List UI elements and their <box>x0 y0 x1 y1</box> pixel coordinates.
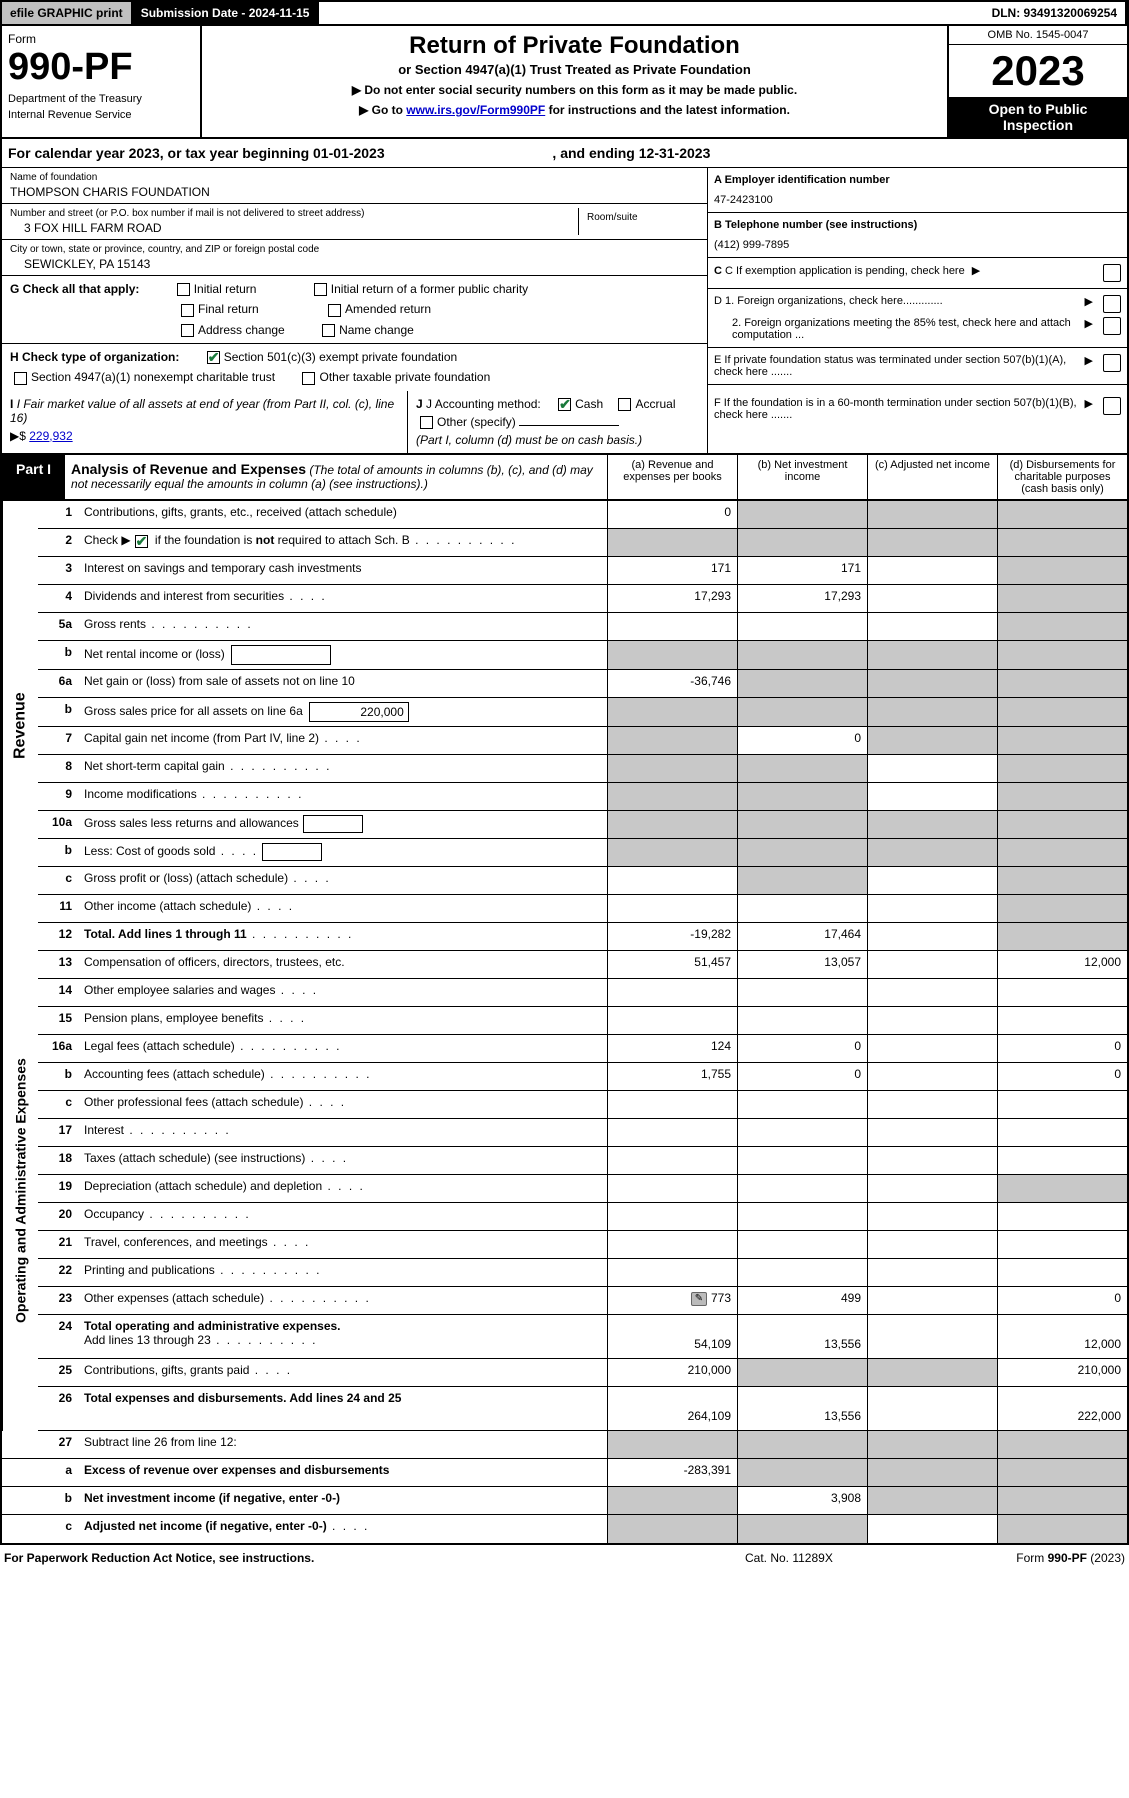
form-number: 990-PF <box>8 46 194 89</box>
col-c-header: (c) Adjusted net income <box>867 455 997 499</box>
ein-label: A Employer identification number <box>714 174 1121 186</box>
final-return-cb[interactable] <box>181 304 194 317</box>
i-fmv-label: I I Fair market value of all assets at e… <box>10 397 399 425</box>
revenue-side-label: Revenue <box>2 501 38 951</box>
omb-number: OMB No. 1545-0047 <box>949 26 1127 45</box>
part1-title: Analysis of Revenue and Expenses <box>71 461 306 477</box>
d2-85pct: 2. Foreign organizations meeting the 85%… <box>714 317 1081 341</box>
501c3-cb[interactable] <box>207 351 220 364</box>
col-b-header: (b) Net investment income <box>737 455 867 499</box>
fmv-value[interactable]: 229,932 <box>29 429 72 443</box>
cash-cb[interactable] <box>558 398 571 411</box>
j-accounting: J J Accounting method: Cash Accrual <box>416 397 699 411</box>
foundation-name-label: Name of foundation <box>10 172 699 183</box>
city-state-zip: SEWICKLEY, PA 15143 <box>10 257 699 271</box>
former-public-cb[interactable] <box>314 283 327 296</box>
4947a1-cb[interactable] <box>14 372 27 385</box>
other-taxable-cb[interactable] <box>302 372 315 385</box>
d2-checkbox[interactable] <box>1103 317 1121 335</box>
irs-link[interactable]: www.irs.gov/Form990PF <box>406 103 545 117</box>
main-table: Revenue 1Contributions, gifts, grants, e… <box>0 501 1129 1545</box>
f-60month: F If the foundation is in a 60-month ter… <box>714 397 1081 421</box>
city-label: City or town, state or province, country… <box>10 244 699 255</box>
form-ref: Form 990-PF (2023) <box>945 1551 1125 1565</box>
tax-year: 2023 <box>949 45 1127 97</box>
g-check-row: G Check all that apply: Initial return I… <box>2 276 707 344</box>
expenses-side-label: Operating and Administrative Expenses <box>2 951 38 1431</box>
paperwork-notice: For Paperwork Reduction Act Notice, see … <box>4 1551 745 1565</box>
e-terminated: E If private foundation status was termi… <box>714 354 1081 378</box>
tel-label: B Telephone number (see instructions) <box>714 219 1121 231</box>
initial-return-cb[interactable] <box>177 283 190 296</box>
h-check-row: H Check type of organization: Section 50… <box>2 344 707 391</box>
address-change-cb[interactable] <box>181 324 194 337</box>
col-d-header: (d) Disbursements for charitable purpose… <box>997 455 1127 499</box>
room-label: Room/suite <box>587 212 691 223</box>
footer: For Paperwork Reduction Act Notice, see … <box>0 1545 1129 1571</box>
ssn-warning: ▶ Do not enter social security numbers o… <box>208 83 941 97</box>
part1-label: Part I <box>2 455 65 499</box>
col-a-header: (a) Revenue and expenses per books <box>607 455 737 499</box>
j-note: (Part I, column (d) must be on cash basi… <box>416 433 699 447</box>
irs-label: Internal Revenue Service <box>8 109 194 121</box>
other-method-cb[interactable] <box>420 416 433 429</box>
street-address: 3 FOX HILL FARM ROAD <box>10 221 578 235</box>
cat-no: Cat. No. 11289X <box>745 1551 945 1565</box>
submission-date: Submission Date - 2024-11-15 <box>133 2 320 24</box>
part1-header: Part I Analysis of Revenue and Expenses … <box>0 454 1129 501</box>
name-change-cb[interactable] <box>322 324 335 337</box>
top-bar: efile GRAPHIC print Submission Date - 20… <box>0 0 1129 26</box>
efile-label[interactable]: efile GRAPHIC print <box>2 2 133 24</box>
gross-sales-box-10a[interactable] <box>303 815 363 833</box>
form-header: Form 990-PF Department of the Treasury I… <box>0 26 1129 139</box>
open-public: Open to Public Inspection <box>949 97 1127 137</box>
amended-return-cb[interactable] <box>328 304 341 317</box>
dept-treasury: Department of the Treasury <box>8 93 194 105</box>
cogs-box[interactable] <box>262 843 322 861</box>
tel-value: (412) 999-7895 <box>714 239 1121 251</box>
gross-sales-box[interactable]: 220,000 <box>309 702 409 722</box>
d1-checkbox[interactable] <box>1103 295 1121 313</box>
form-title: Return of Private Foundation <box>208 32 941 60</box>
ein-value: 47-2423100 <box>714 194 1121 206</box>
hij-row: I I Fair market value of all assets at e… <box>0 391 1129 455</box>
e-checkbox[interactable] <box>1103 354 1121 372</box>
info-box: Name of foundation THOMPSON CHARIS FOUND… <box>0 168 1129 391</box>
calendar-year-line: For calendar year 2023, or tax year begi… <box>0 139 1129 168</box>
form-subtitle: or Section 4947(a)(1) Trust Treated as P… <box>208 62 941 77</box>
attachment-icon[interactable]: ✎ <box>691 1292 707 1306</box>
c-checkbox[interactable] <box>1103 264 1121 282</box>
accrual-cb[interactable] <box>618 398 631 411</box>
dln: DLN: 93491320069254 <box>984 2 1127 24</box>
schb-cb[interactable] <box>135 535 148 548</box>
c-exemption: C C If exemption application is pending,… <box>714 264 1097 277</box>
rental-income-box[interactable] <box>231 645 331 665</box>
goto-instructions: ▶ Go to www.irs.gov/Form990PF for instru… <box>208 103 941 117</box>
form-label: Form <box>8 32 194 46</box>
foundation-name: THOMPSON CHARIS FOUNDATION <box>10 185 699 199</box>
address-label: Number and street (or P.O. box number if… <box>10 208 578 219</box>
d1-foreign: D 1. Foreign organizations, check here..… <box>714 295 1081 313</box>
f-checkbox[interactable] <box>1103 397 1121 415</box>
